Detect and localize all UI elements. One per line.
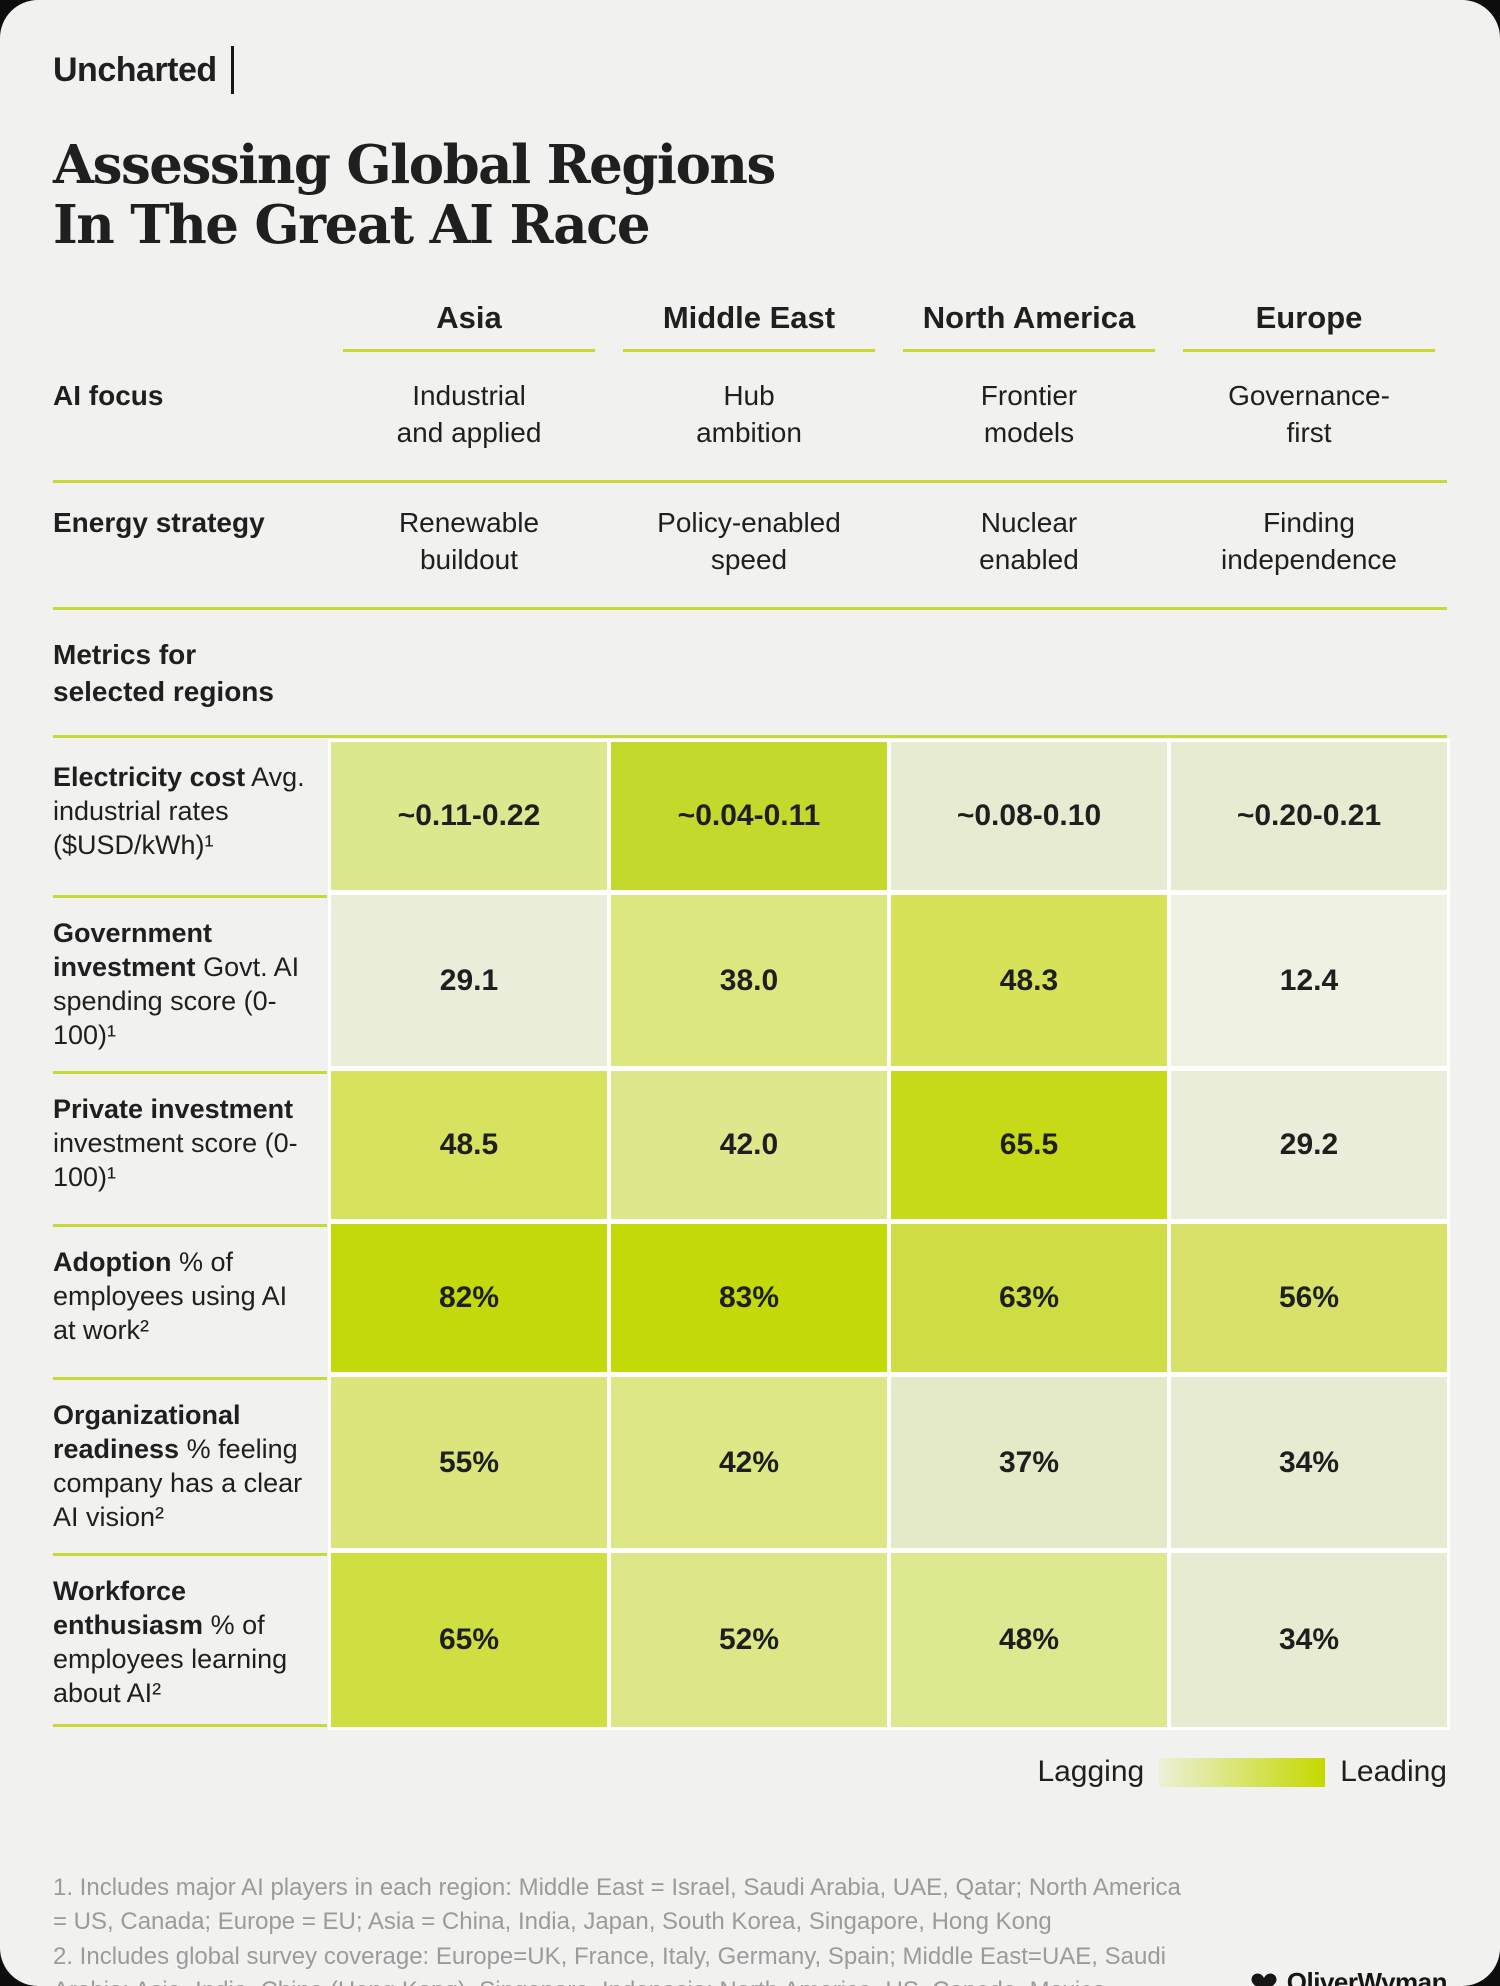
footer: 1. Includes major AI players in each reg… xyxy=(53,1871,1448,1986)
heatmap-cell-north-america: ~0.08-0.10 xyxy=(891,742,1167,891)
heatmap-cell-europe: 34% xyxy=(1171,1377,1447,1549)
heatmap-cell-middle-east: 38.0 xyxy=(611,895,887,1067)
region-header-spacer xyxy=(53,300,327,352)
brand-name: Uncharted xyxy=(53,50,217,89)
metrics-section-label: Metrics for selected regions xyxy=(53,638,274,708)
metric-label: Private investment investment score (0-1… xyxy=(53,1071,327,1219)
heatmap-cell-asia: 29.1 xyxy=(331,895,607,1067)
metric-subtitle: % of employees learning about AI² xyxy=(53,1610,288,1709)
metric-row-government-investment: Government investment Govt. AI spending … xyxy=(53,895,1447,1067)
metric-subtitle: % of employees using AI at work² xyxy=(53,1247,288,1346)
ai-focus-europe: Governance- first xyxy=(1228,379,1390,448)
heatmap-cell-asia: ~0.11-0.22 xyxy=(331,742,607,891)
region-header-north-america: North America xyxy=(891,300,1167,352)
heatmap-cell-europe: 34% xyxy=(1171,1553,1447,1728)
heatmap-cell-north-america: 37% xyxy=(891,1377,1167,1549)
heatmap-cell-asia: 48.5 xyxy=(331,1071,607,1220)
footnote-2: 2. Includes global survey coverage: Euro… xyxy=(53,1942,1167,1986)
heatmap-legend: Lagging Leading xyxy=(53,1755,1447,1789)
heatmap-cell-middle-east: 52% xyxy=(611,1553,887,1728)
metric-title: Workforce enthusiasm xyxy=(53,1576,204,1641)
ai-focus-middle-east: Hub ambition xyxy=(696,379,802,448)
logo-brand-text: OliverWyman xyxy=(1286,1967,1448,1986)
metric-label: Electricity cost Avg. industrial rates (… xyxy=(53,742,327,890)
divider-rule xyxy=(53,479,1447,483)
metric-row-private-investment: Private investment investment score (0-1… xyxy=(53,1071,1447,1220)
ai-focus-label: AI focus xyxy=(53,379,164,411)
footnotes: 1. Includes major AI players in each reg… xyxy=(53,1871,1193,1986)
logo-top-row: OliverWyman xyxy=(1249,1967,1448,1986)
metric-row-electricity-cost: Electricity cost Avg. industrial rates (… xyxy=(53,742,1447,891)
metric-title: Private investment xyxy=(53,1094,294,1125)
heatmap-cell-europe: 12.4 xyxy=(1171,895,1447,1067)
metric-label: Government investment Govt. AI spending … xyxy=(53,895,327,1066)
page-title: Assessing Global Regions In The Great AI… xyxy=(53,134,776,256)
heatmap-cell-europe: 56% xyxy=(1171,1224,1447,1373)
region-header-middle-east: Middle East xyxy=(611,300,887,352)
metric-subtitle: Govt. AI spending score (0-100)¹ xyxy=(53,952,300,1051)
ai-focus-row: AI focus Industrial and applied Hub ambi… xyxy=(53,356,1447,480)
divider-rule xyxy=(53,606,1447,610)
metric-subtitle: investment score (0-100)¹ xyxy=(53,1128,298,1193)
heatmap-cell-middle-east: ~0.04-0.11 xyxy=(611,742,887,891)
metric-subtitle: % feeling company has a clear AI vision² xyxy=(53,1434,303,1533)
metric-label: Organizational readiness % feeling compa… xyxy=(53,1377,327,1548)
heatmap-cell-asia: 82% xyxy=(331,1224,607,1373)
heatmap-cell-north-america: 48.3 xyxy=(891,895,1167,1067)
energy-strategy-middle-east: Policy-enabled speed xyxy=(657,506,841,575)
footnote-1: 1. Includes major AI players in each reg… xyxy=(53,1874,1181,1936)
heatmap-cell-north-america: 63% xyxy=(891,1224,1167,1373)
ai-focus-north-america: Frontier models xyxy=(980,379,1078,448)
metric-row-organizational-readiness: Organizational readiness % feeling compa… xyxy=(53,1377,1447,1549)
energy-strategy-row: Energy strategy Renewable buildout Polic… xyxy=(53,483,1447,607)
metric-title: Adoption xyxy=(53,1247,172,1278)
heatmap-cell-north-america: 48% xyxy=(891,1553,1167,1728)
metrics-heatmap: Electricity cost Avg. industrial rates (… xyxy=(53,735,1447,1728)
metric-title: Organizational readiness xyxy=(53,1400,241,1465)
region-header-row: Asia Middle East North America Europe xyxy=(53,300,1447,352)
heatmap-cell-europe: ~0.20-0.21 xyxy=(1171,742,1447,891)
heatmap-cell-asia: 55% xyxy=(331,1377,607,1549)
brand-divider-bar xyxy=(230,46,234,94)
oliver-wyman-logo-icon xyxy=(1251,1973,1277,1986)
heatmap-cell-europe: 29.2 xyxy=(1171,1071,1447,1220)
region-header-asia: Asia xyxy=(331,300,607,352)
energy-strategy-europe: Finding independence xyxy=(1221,506,1397,575)
metric-row-adoption: Adoption % of employees using AI at work… xyxy=(53,1224,1447,1373)
metric-label: Adoption % of employees using AI at work… xyxy=(53,1224,327,1372)
metric-subtitle: Avg. industrial rates ($USD/kWh)¹ xyxy=(53,762,305,861)
energy-strategy-label: Energy strategy xyxy=(53,506,265,538)
heatmap-cell-north-america: 65.5 xyxy=(891,1071,1167,1220)
energy-strategy-asia: Renewable buildout xyxy=(398,506,540,575)
metric-row-workforce-enthusiasm: Workforce enthusiasm % of employees lear… xyxy=(53,1553,1447,1728)
metric-label: Workforce enthusiasm % of employees lear… xyxy=(53,1553,327,1728)
ai-focus-asia: Industrial and applied xyxy=(396,379,542,448)
legend-label-lagging: Lagging xyxy=(1037,1755,1145,1789)
heatmap-cell-middle-east: 42% xyxy=(611,1377,887,1549)
heatmap-cell-middle-east: 42.0 xyxy=(611,1071,887,1220)
heatmap-cell-middle-east: 83% xyxy=(611,1224,887,1373)
energy-strategy-north-america: Nuclear enabled xyxy=(979,506,1079,575)
brand-header: Uncharted xyxy=(53,46,1447,94)
heatmap-cell-asia: 65% xyxy=(331,1553,607,1728)
legend-gradient-bar xyxy=(1159,1757,1326,1787)
oliver-wyman-forum-logo: OliverWyman Forum xyxy=(1249,1967,1448,1986)
region-header-europe: Europe xyxy=(1171,300,1447,352)
legend-label-leading: Leading xyxy=(1340,1755,1447,1789)
metric-title: Government investment xyxy=(53,918,213,983)
metric-title: Electricity cost xyxy=(53,762,246,793)
